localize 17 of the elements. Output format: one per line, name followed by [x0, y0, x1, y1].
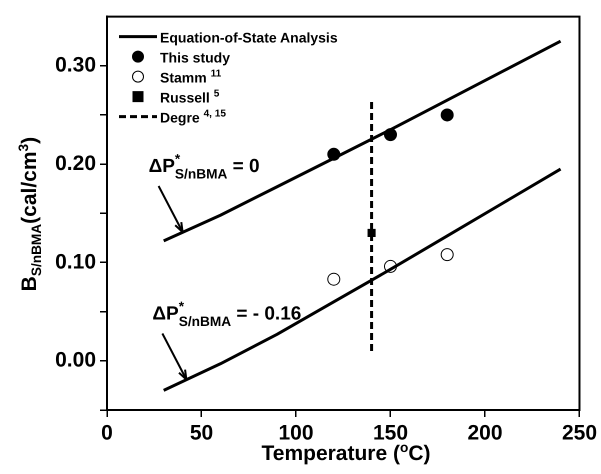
legend-label: Stamm 11 [160, 68, 222, 86]
point [440, 108, 454, 122]
point [368, 228, 376, 238]
y-tick-label: 0.00 [55, 348, 96, 372]
y-tick-label: 0.20 [55, 152, 96, 175]
point [440, 248, 454, 262]
y-tick-label: 0.30 [55, 54, 96, 77]
x-tick-label: 200 [467, 421, 503, 444]
legend-label: This study [160, 50, 230, 66]
x-tick-label: 250 [562, 421, 598, 444]
x-tick-label: 50 [190, 421, 214, 444]
legend-label: Russell 5 [160, 88, 220, 106]
point [327, 272, 340, 286]
legend-label: Equation-of-State Analysis [160, 30, 338, 46]
y-tick-label: 0.10 [55, 250, 96, 274]
x-tick-label: 0 [101, 421, 113, 444]
legend-label: Degre 4, 15 [160, 108, 226, 126]
